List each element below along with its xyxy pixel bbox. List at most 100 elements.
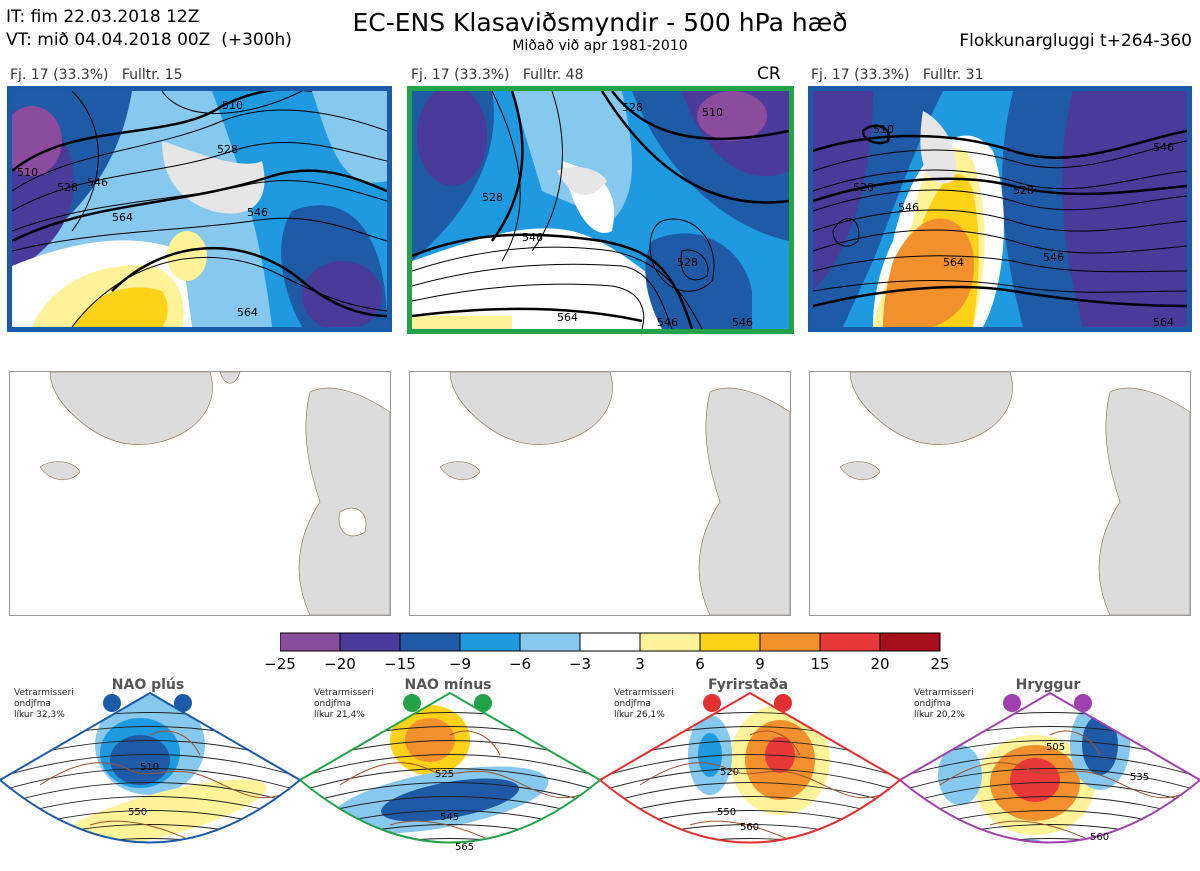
panel-1-label: Fj. 17 (33.3%) Fulltr. 15 [10, 67, 183, 83]
regime-info-line: ondjfma [14, 699, 51, 709]
regime-info-line: líkur 26,1% [614, 710, 665, 720]
regime-info-line: ondjfma [614, 699, 651, 709]
blank-map-1 [9, 371, 391, 616]
regime-contour-label: 510 [140, 762, 159, 773]
colorbar-tick-label: 20 [870, 655, 890, 673]
height-contour [600, 853, 900, 871]
regime-info-line: líkur 21,4% [314, 710, 365, 720]
colorbar-tick-label: 6 [695, 655, 705, 673]
contour-label: 528 [853, 181, 874, 194]
contour-label: 546 [1043, 251, 1064, 264]
colorbar-tick-label: 25 [930, 655, 950, 673]
height-contour [900, 853, 1200, 871]
regime-name: NAO plús [111, 677, 185, 693]
regime-contour-label: 545 [440, 812, 459, 823]
regime-info: Vetrarmisseri ondjfma líkur 32,3% [14, 688, 74, 721]
page-title: EC-ENS Klasaviðsmyndir - 500 hPa hæð [352, 8, 848, 37]
regime-info-line: líkur 20,2% [914, 710, 965, 720]
colorbar-segment [759, 632, 821, 652]
circle-marker-icon [474, 694, 492, 712]
cluster-map-2: 510 528 528 546 564 546 528 546 [407, 86, 794, 334]
contour-label: 510 [873, 123, 894, 136]
contour-label: 546 [732, 316, 753, 329]
regime-contour-label: 520 [720, 767, 739, 778]
panel-2-cr-badge: CR [757, 64, 781, 84]
blank-map-3 [809, 371, 1191, 616]
colorbar-segment [339, 632, 401, 652]
colorbar-segment [519, 632, 581, 652]
regime-fan-border [600, 691, 900, 844]
colorbar-tick-label: 9 [755, 655, 765, 673]
classification-window: Flokkunargluggi t+264-360 [959, 31, 1192, 51]
regime-info-line: Vetrarmisseri [914, 688, 974, 698]
contour-label: 546 [522, 231, 543, 244]
colorbar [279, 632, 944, 656]
colorbar-segment [879, 632, 941, 652]
height-contour [600, 754, 900, 778]
colorbar-tick-label: −20 [324, 655, 356, 673]
regime-name: Hryggur [1015, 677, 1081, 693]
colorbar-tick-label: −9 [448, 655, 472, 673]
colorbar-tick-label: −15 [384, 655, 416, 673]
contour-label: 546 [657, 316, 678, 329]
regime-fan-border [0, 691, 300, 844]
contour-label: 546 [1153, 141, 1174, 154]
contour-label: 546 [87, 176, 108, 189]
blank-map-2 [409, 371, 791, 616]
cluster-map-3: 510 528 546 564 528 546 546 564 [808, 86, 1192, 332]
contour-label: 528 [1013, 184, 1034, 197]
issue-time: IT: fim 22.03.2018 12Z [6, 7, 200, 27]
colorbar-segment [279, 632, 341, 652]
height-contour [900, 768, 1200, 792]
regime-fan-border [300, 691, 600, 844]
circle-marker-icon [1074, 694, 1092, 712]
anomaly-blob [698, 733, 722, 777]
contour-label: 528 [677, 256, 698, 269]
contour-label: 528 [217, 143, 238, 156]
colorbar-segment [459, 632, 521, 652]
contour-label: 564 [237, 306, 258, 319]
anomaly-blob [53, 779, 267, 843]
regime-contour-label: 525 [435, 769, 454, 780]
regime-fan-border [900, 691, 1200, 844]
contour-label: 510 [222, 99, 243, 112]
height-contour [300, 782, 600, 806]
regime-3: 520 550 560 Fyrirstaða Vetrarmisseri ondjfma l… [600, 675, 900, 871]
circle-marker-icon [1003, 694, 1021, 712]
height-contour [900, 754, 1200, 778]
circle-marker-icon [103, 694, 121, 712]
contour-label: 528 [622, 101, 643, 114]
contour-label: 510 [702, 106, 723, 119]
regime-info-line: líkur 32,3% [14, 710, 65, 720]
contour-label: 564 [943, 256, 964, 269]
anomaly-blob [380, 778, 520, 822]
anomaly-blob [110, 735, 170, 785]
anomaly-blob [1010, 758, 1060, 802]
panel-2-label: Fj. 17 (33.3%) Fulltr. 48 [411, 67, 584, 83]
anomaly-blob [405, 718, 455, 762]
regime-2: 525 545 565 NAO mínus Vetrarmisseri ondjfma lí… [300, 675, 600, 871]
anomaly-blob [1082, 715, 1118, 775]
page-subtitle: Miðað við apr 1981-2010 [512, 38, 688, 54]
regime-info: Vetrarmisseri ondjfma líkur 26,1% [614, 688, 674, 721]
circle-marker-icon [174, 694, 192, 712]
panel-3-label: Fj. 17 (33.3%) Fulltr. 31 [811, 67, 984, 83]
regime-contour-label: 550 [128, 807, 147, 818]
regime-info-line: ondjfma [914, 699, 951, 709]
regime-name: Fyrirstaða [707, 677, 789, 693]
regime-contour-label: 550 [717, 807, 736, 818]
colorbar-segment [579, 632, 641, 652]
regime-info: Vetrarmisseri ondjfma líkur 21,4% [314, 688, 374, 721]
colorbar-segment [819, 632, 881, 652]
height-contour [300, 754, 600, 778]
contour-label: 528 [482, 191, 503, 204]
height-contour [0, 782, 300, 806]
height-contour [0, 768, 300, 792]
regime-info-line: ondjfma [314, 699, 351, 709]
height-contour [0, 754, 300, 778]
height-contour [900, 838, 1200, 843]
regime-info: Vetrarmisseri ondjfma líkur 20,2% [914, 688, 974, 721]
colorbar-tick-label: 3 [635, 655, 645, 673]
contour-label: 564 [557, 311, 578, 324]
valid-time: VT: mið 04.04.2018 00Z (+300h) [6, 30, 292, 50]
